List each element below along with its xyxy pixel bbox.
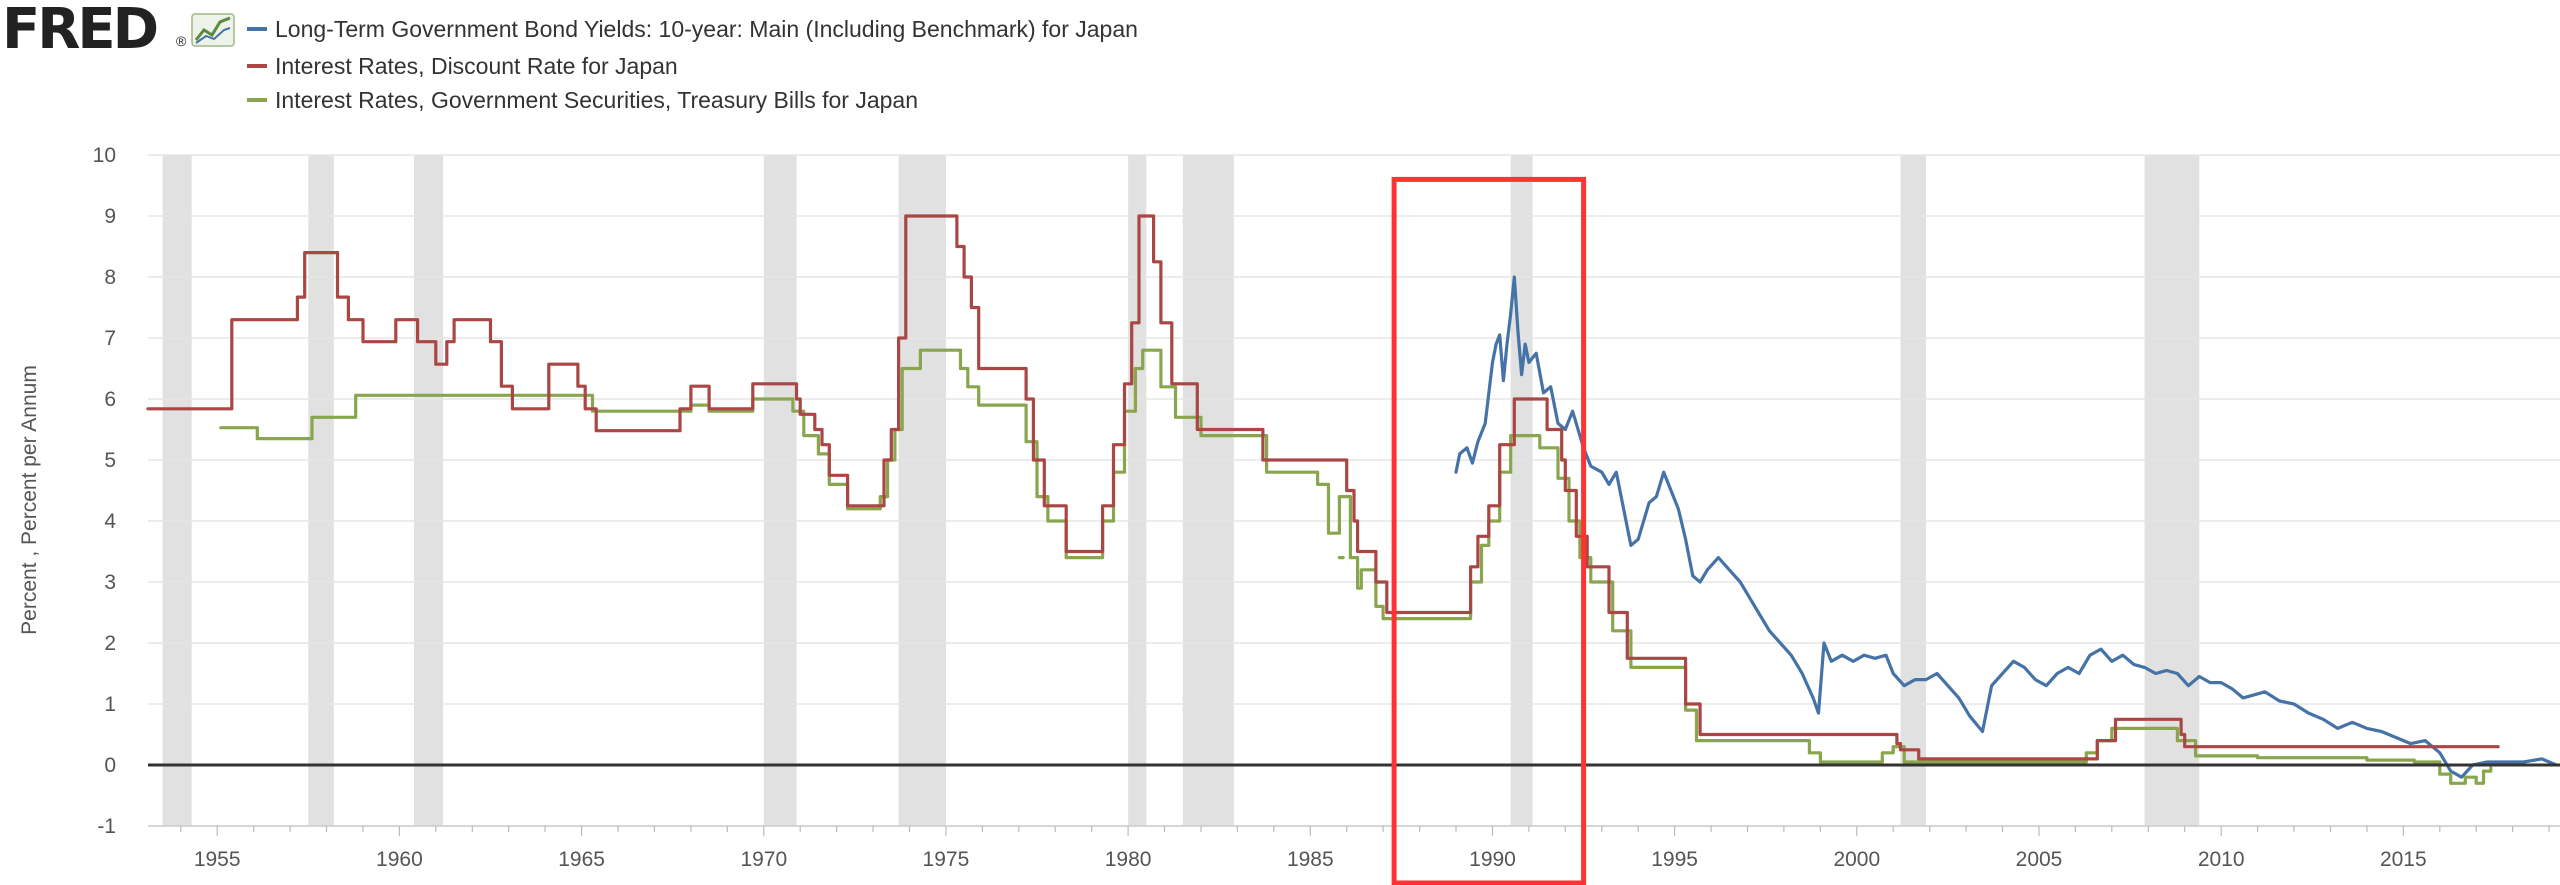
x-tick-label: 1980 [1105,848,1152,871]
x-tick-label: 1985 [1287,848,1334,871]
legend-label-red: Interest Rates, Discount Rate for Japan [275,53,678,79]
y-tick-label: 7 [104,327,116,350]
fred-logo[interactable]: FRED ® [2,0,235,62]
x-axis: 1955 1960 1965 1970 1975 1980 1985 1990 1995 2000… [148,825,2560,871]
legend-label-green: Interest Rates, Government Securities, T… [275,87,918,113]
highlight-box-layer [1391,176,1587,885]
y-tick-label: 6 [104,388,116,411]
y-tick-label: -1 [97,815,116,838]
fred-logo-text: FRED [2,0,157,62]
legend-label-blue: Long-Term Government Bond Yields: 10-yea… [275,16,1138,42]
recession-band-8 [1900,155,1926,826]
y-tick-label: 5 [104,449,116,472]
x-tick-label: 1995 [1651,848,1698,871]
y-tick-label: 4 [104,510,116,533]
y-axis-title: Percent , Percent per Annum [18,365,41,635]
recession-band-5 [1128,155,1147,826]
fred-graph-icon [191,13,235,47]
highlight-box [1391,176,1587,885]
recession-bands [162,155,2200,826]
recession-band-9 [2144,155,2200,826]
y-tick-label: 0 [104,754,116,777]
x-tick-label: 1975 [923,848,970,871]
x-tick-label: 1990 [1469,848,1516,871]
x-tick-label: 1960 [376,848,423,871]
series-lines [146,214,2558,785]
recession-band-0 [162,155,192,826]
recession-band-1 [308,155,334,826]
legend-item-red[interactable]: Interest Rates, Discount Rate for Japan [247,53,678,79]
x-tick-label: 1970 [740,848,787,871]
x-tick-label: 2005 [2016,848,2063,871]
y-tick-label: 8 [104,266,116,289]
y-tick-label: 1 [104,693,116,716]
series-line-discount-rate[interactable] [146,214,2500,761]
y-axis: -1 0 1 2 3 4 5 6 7 8 9 10 [93,144,117,838]
legend-item-blue[interactable]: Long-Term Government Bond Yields: 10-yea… [247,16,1138,42]
y-tick-label: 10 [93,144,116,167]
legend: Long-Term Government Bond Yields: 10-yea… [247,16,1138,113]
y-tick-label: 2 [104,632,116,655]
recession-band-3 [763,155,797,826]
fred-logo-trademark: ® [176,33,187,49]
x-tick-label: 1955 [194,848,241,871]
x-tick-label: 2015 [2380,848,2427,871]
y-tick-label: 9 [104,205,116,228]
x-tick-label: 2010 [2198,848,2245,871]
recession-band-7 [1510,155,1533,826]
recession-band-2 [414,155,444,826]
series-line-10yr-bond[interactable] [1454,275,2558,779]
legend-item-green[interactable]: Interest Rates, Government Securities, T… [247,87,918,113]
y-tick-label: 3 [104,571,116,594]
x-tick-label: 2000 [1833,848,1880,871]
x-tick-label: 1965 [558,848,605,871]
recession-band-6 [1182,155,1234,826]
